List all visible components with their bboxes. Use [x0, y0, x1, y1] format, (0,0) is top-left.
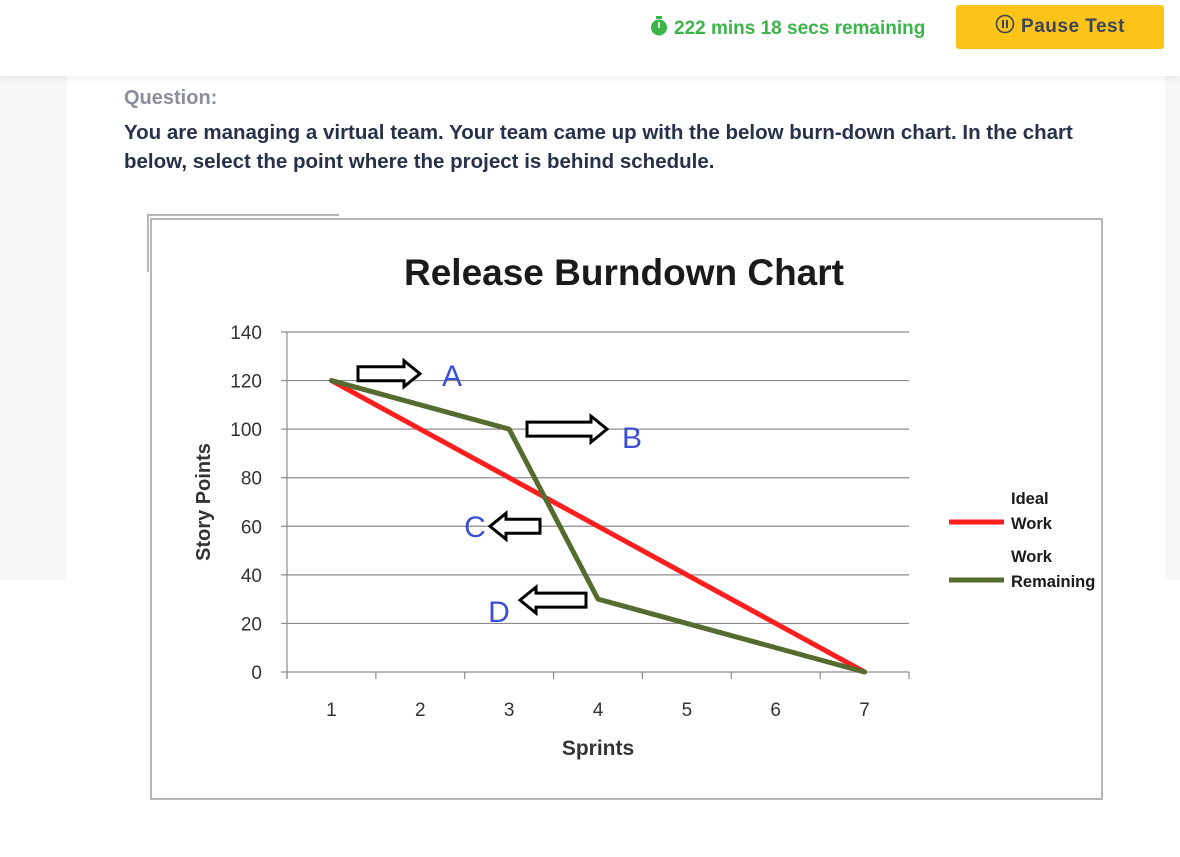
- legend-label: Ideal: [1011, 490, 1049, 508]
- annotation-arrow-icon: [525, 412, 610, 446]
- chart-frame-edge: [147, 214, 339, 216]
- chart-title: Release Burndown Chart: [404, 252, 844, 293]
- right-strip: [1165, 76, 1180, 580]
- y-tick-label: 100: [230, 420, 262, 441]
- stopwatch-icon: [650, 16, 668, 42]
- x-tick-label: 4: [593, 700, 604, 721]
- pause-test-button[interactable]: Pause Test: [956, 5, 1164, 49]
- left-panel: [0, 76, 66, 580]
- y-axis-label: Story Points: [193, 443, 215, 561]
- y-tick-label: 40: [241, 566, 262, 587]
- x-tick-label: 3: [504, 700, 515, 721]
- x-tick-label: 1: [326, 700, 337, 721]
- x-tick-label: 6: [770, 700, 781, 721]
- annotation-arrow-icon: [356, 357, 423, 390]
- pause-circle-icon: [995, 14, 1015, 40]
- question-text: You are managing a virtual team. Your te…: [124, 121, 1073, 173]
- timer-text: 222 mins 18 secs remaining: [674, 18, 926, 39]
- legend-label: Remaining: [1011, 573, 1095, 591]
- y-tick-label: 120: [230, 372, 262, 393]
- chart-frame-edge-vertical: [147, 214, 149, 272]
- y-tick-label: 140: [230, 323, 262, 344]
- x-tick-label: 2: [415, 700, 426, 721]
- x-tick-label: 5: [682, 700, 693, 721]
- y-tick-label: 20: [241, 614, 262, 635]
- question-label: Question:: [124, 87, 218, 109]
- y-tick-label: 60: [241, 517, 262, 538]
- annotation-point-c[interactable]: C: [464, 511, 486, 544]
- annotation-point-a[interactable]: A: [442, 360, 462, 393]
- annotation-arrow-icon: [517, 583, 588, 617]
- pause-test-label: Pause Test: [1021, 16, 1125, 37]
- annotation-arrow-icon: [487, 510, 542, 543]
- x-axis-label: Sprints: [562, 737, 634, 760]
- annotation-point-d[interactable]: D: [488, 596, 510, 629]
- series-line-ideal-work: [328, 378, 868, 675]
- y-tick-label: 80: [241, 469, 262, 490]
- y-tick-label: 0: [251, 663, 262, 684]
- legend-label: Work: [1011, 548, 1053, 566]
- annotation-point-b[interactable]: B: [622, 422, 642, 455]
- x-tick-label: 7: [859, 700, 870, 721]
- timer: 222 mins 18 secs remaining: [650, 16, 925, 42]
- chart-frame: [150, 218, 1103, 800]
- series-line-work-remaining: [328, 378, 868, 675]
- top-bar: 222 mins 18 secs remaining Pause Test: [0, 0, 1180, 76]
- legend-label: Work: [1011, 515, 1053, 533]
